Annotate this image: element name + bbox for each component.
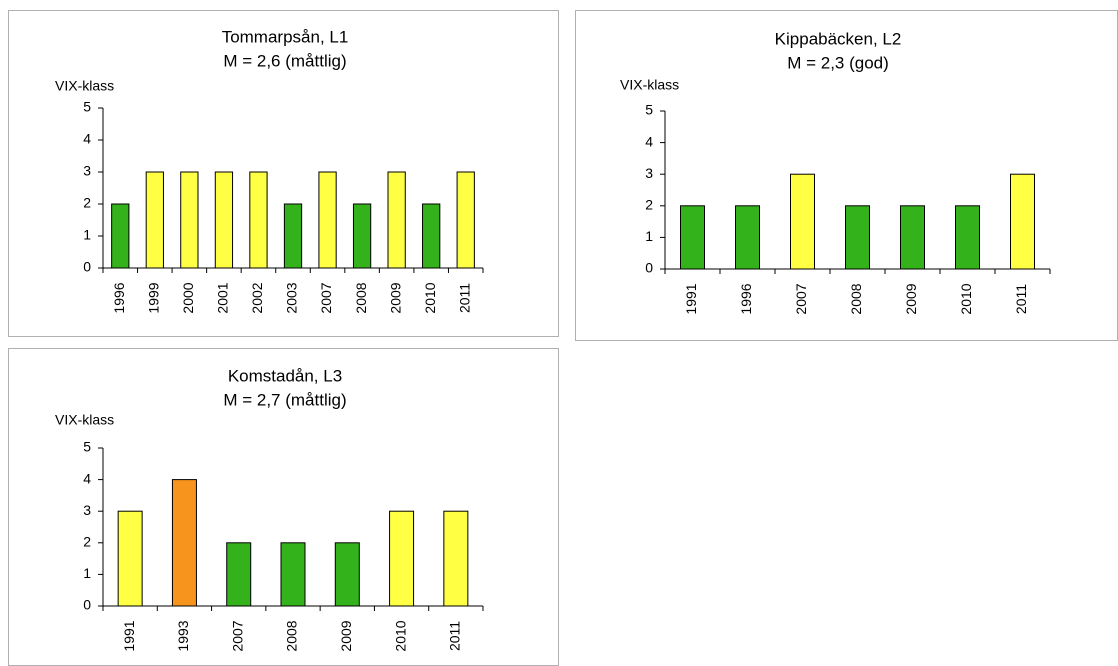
y-tick-label: 0: [83, 259, 91, 275]
y-tick-label: 4: [83, 131, 91, 147]
x-tick-label: 2009: [903, 283, 919, 314]
chart-subtitle: M = 2,7 (måttlig): [223, 390, 346, 409]
y-tick-label: 2: [645, 197, 653, 213]
bar: [443, 510, 469, 607]
bar: [226, 542, 252, 607]
y-tick-label: 5: [645, 102, 653, 118]
x-tick-label: 1999: [146, 282, 162, 313]
bar: [318, 171, 337, 269]
x-tick-label: 2011: [456, 283, 472, 313]
x-tick-label: 2000: [180, 282, 196, 313]
bar: [283, 203, 303, 269]
x-tick-label: 1996: [111, 282, 127, 313]
bar: [180, 171, 199, 269]
y-tick-label: 2: [83, 534, 91, 550]
x-tick-label: 2010: [958, 283, 974, 314]
y-tick-label: 0: [83, 597, 91, 613]
x-tick-label: 2009: [338, 620, 354, 651]
chart-subtitle: M = 2,3 (god): [787, 53, 889, 72]
y-tick-label: 5: [83, 99, 91, 115]
bar: [389, 510, 415, 607]
y-tick-label: 5: [83, 439, 91, 455]
x-tick-label: 2011: [1013, 284, 1029, 314]
y-tick-label: 1: [83, 565, 91, 581]
x-tick-label: 1991: [121, 620, 137, 651]
bar: [145, 171, 164, 269]
bar: [900, 205, 925, 270]
bar: [422, 203, 441, 269]
x-tick-label: 2007: [793, 283, 809, 314]
bar: [790, 173, 815, 270]
y-tick-label: 2: [83, 195, 91, 211]
bar: [334, 542, 360, 607]
y-tick-label: 3: [83, 163, 91, 179]
y-tick-label: 1: [83, 227, 91, 243]
x-tick-label: 2008: [353, 282, 369, 313]
bar: [117, 510, 143, 607]
y-tick-label: 4: [83, 470, 91, 486]
x-tick-label: 2008: [848, 283, 864, 314]
bar: [1010, 173, 1035, 270]
x-tick-label: 2002: [249, 282, 265, 313]
x-tick-label: 1991: [683, 283, 699, 314]
x-tick-label: 2001: [215, 282, 231, 313]
bar: [214, 171, 234, 269]
y-axis-label: VIX-klass: [55, 78, 114, 94]
x-tick-label: 2007: [318, 282, 334, 313]
bar: [280, 542, 306, 607]
bar: [845, 205, 870, 270]
x-tick-label: 1996: [738, 283, 754, 314]
bar: [249, 171, 268, 269]
bar: [111, 203, 130, 269]
bar: [171, 479, 197, 607]
bar: [352, 203, 372, 269]
y-tick-label: 3: [83, 502, 91, 518]
y-tick-label: 0: [645, 260, 653, 276]
y-axis-label: VIX-klass: [620, 77, 679, 93]
x-tick-label: 2003: [284, 282, 300, 313]
x-tick-label: 2011: [447, 621, 463, 651]
x-tick-label: 2010: [422, 282, 438, 313]
x-tick-label: 2007: [229, 620, 245, 651]
y-tick-label: 3: [645, 165, 653, 181]
y-tick-label: 1: [645, 228, 653, 244]
bar: [735, 205, 760, 270]
bar: [456, 171, 475, 269]
x-tick-label: 2008: [284, 620, 300, 651]
y-axis-label: VIX-klass: [55, 412, 114, 428]
x-tick-label: 2009: [387, 282, 403, 313]
chart-title: Kippabäcken, L2: [775, 29, 902, 48]
bar: [387, 171, 406, 269]
x-tick-label: 1993: [175, 620, 191, 651]
chart-title: Tommarpsån, L1: [222, 27, 349, 46]
x-tick-label: 2010: [392, 620, 408, 651]
chart-title: Komstadån, L3: [228, 366, 342, 385]
bar: [680, 205, 705, 270]
chart-frame: [8, 348, 559, 666]
y-tick-label: 4: [645, 133, 653, 149]
bar: [955, 205, 980, 270]
chart-subtitle: M = 2,6 (måttlig): [223, 51, 346, 70]
